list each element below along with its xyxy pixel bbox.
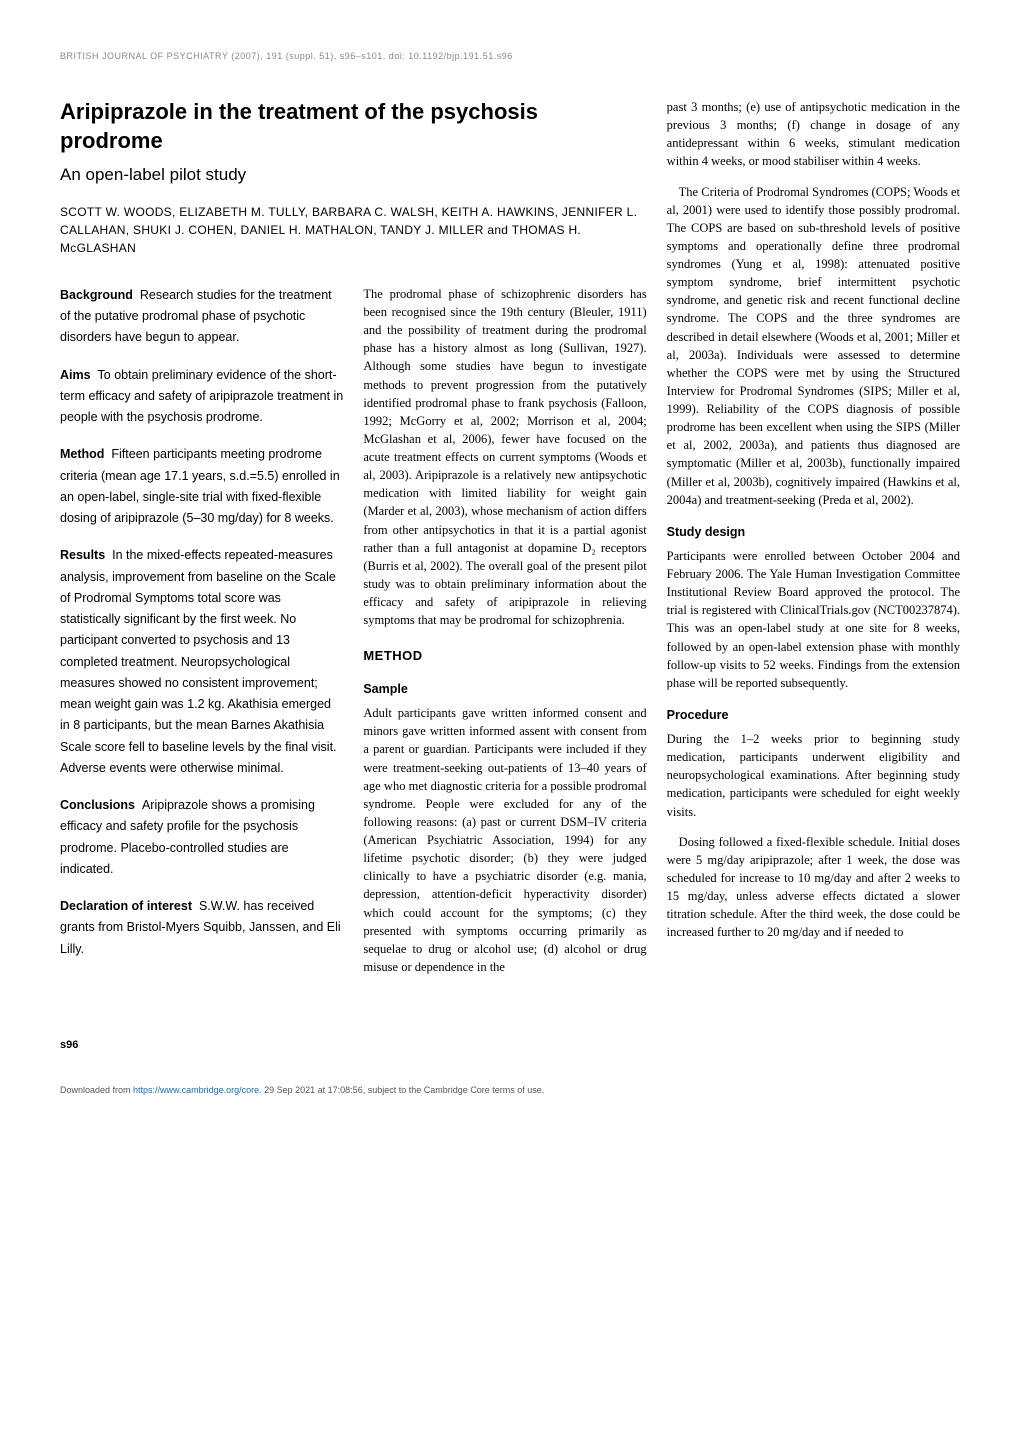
abstract-aims: Aims To obtain preliminary evidence of t… <box>60 365 343 429</box>
journal-header: BRITISH JOURNAL OF PSYCHIATRY (2007), 19… <box>60 50 960 63</box>
page-number: s96 <box>60 1038 960 1054</box>
procedure-p1: During the 1–2 weeks prior to beginning … <box>667 730 960 821</box>
right-column: past 3 months; (e) use of antipsychotic … <box>667 98 960 988</box>
abstract-background: Background Research studies for the trea… <box>60 285 343 349</box>
abstract-label-method: Method <box>60 447 104 461</box>
sample-continuation: past 3 months; (e) use of antipsychotic … <box>667 98 960 171</box>
middle-column: The prodromal phase of schizophrenic dis… <box>363 285 646 988</box>
intro-paragraph: The prodromal phase of schizophrenic dis… <box>363 285 646 629</box>
footer-suffix: . 29 Sep 2021 at 17:08:56, subject to th… <box>259 1085 544 1095</box>
abstract-label-background: Background <box>60 288 133 302</box>
sample-heading: Sample <box>363 680 646 698</box>
abstract-conclusions: Conclusions Aripiprazole shows a promisi… <box>60 795 343 880</box>
procedure-heading: Procedure <box>667 706 960 724</box>
abstract-text-results: In the mixed-effects repeated-measures a… <box>60 548 337 775</box>
procedure-p2: Dosing followed a fixed-flexible schedul… <box>667 833 960 942</box>
authors: SCOTT W. WOODS, ELIZABETH M. TULLY, BARB… <box>60 203 647 257</box>
title-block: Aripiprazole in the treatment of the psy… <box>60 98 647 257</box>
abstract-method: Method Fifteen participants meeting prod… <box>60 444 343 529</box>
abstract-results: Results In the mixed-effects repeated-me… <box>60 545 343 779</box>
study-design-heading: Study design <box>667 523 960 541</box>
abstract-label-declaration: Declaration of interest <box>60 899 192 913</box>
abstract-label-results: Results <box>60 548 105 562</box>
abstract-text-aims: To obtain preliminary evidence of the sh… <box>60 368 343 425</box>
method-heading: METHOD <box>363 647 646 666</box>
cops-paragraph: The Criteria of Prodromal Syndromes (COP… <box>667 183 960 509</box>
main-content: Aripiprazole in the treatment of the psy… <box>60 98 960 988</box>
footer-link[interactable]: https://www.cambridge.org/core <box>133 1085 259 1095</box>
abstract-label-conclusions: Conclusions <box>60 798 135 812</box>
sample-paragraph: Adult participants gave written informed… <box>363 704 646 976</box>
article-title: Aripiprazole in the treatment of the psy… <box>60 98 647 155</box>
footer: Downloaded from https://www.cambridge.or… <box>60 1084 960 1097</box>
study-design-paragraph: Participants were enrolled between Octob… <box>667 547 960 692</box>
abstract-label-aims: Aims <box>60 368 91 382</box>
abstract-declaration: Declaration of interest S.W.W. has recei… <box>60 896 343 960</box>
article-subtitle: An open-label pilot study <box>60 163 647 188</box>
footer-prefix: Downloaded from <box>60 1085 133 1095</box>
abstract-column: Background Research studies for the trea… <box>60 285 343 988</box>
